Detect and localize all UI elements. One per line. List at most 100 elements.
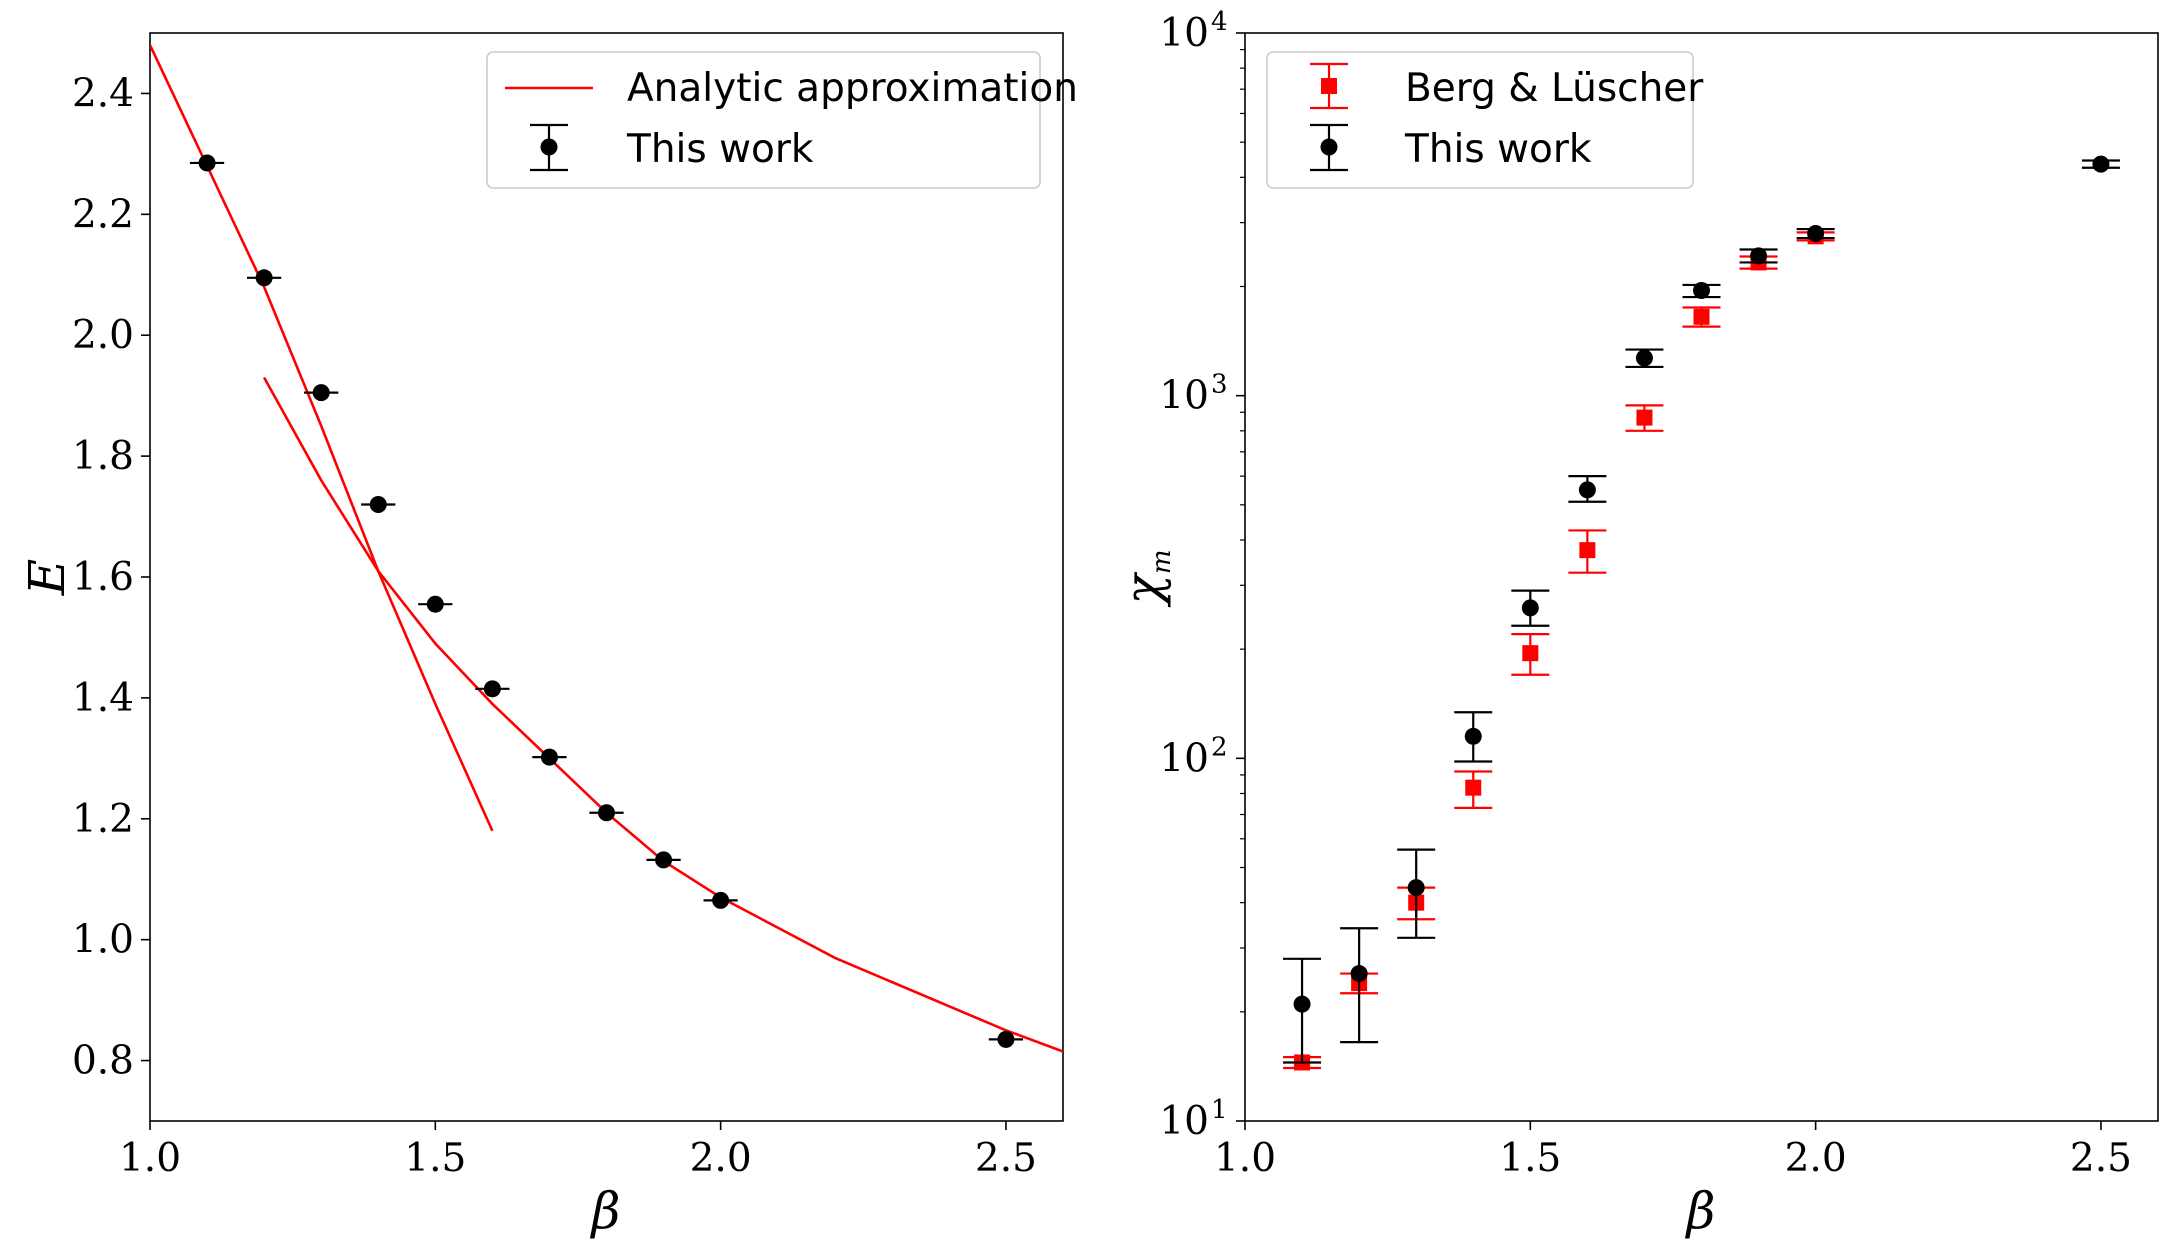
susceptibility-x-tick-label: 1.5 <box>1499 1136 1561 1181</box>
this-work-chi-point <box>1340 927 1379 1044</box>
berg-luscher-point <box>1682 306 1721 328</box>
this-work-chi-point <box>1568 475 1607 503</box>
susceptibility-y-tick-exponent: 3 <box>1211 370 1228 400</box>
energy-marker <box>198 154 216 172</box>
energy-marker <box>426 595 444 613</box>
this-work-chi-point <box>1511 589 1550 627</box>
energy-y-tick-label: 2.2 <box>72 192 134 237</box>
this-work-chi-marker <box>1578 481 1596 499</box>
susceptibility-legend-box <box>1266 51 1694 189</box>
this-work-chi-marker <box>1693 281 1710 299</box>
this-work-chi-marker <box>1750 247 1768 265</box>
energy-y-tick-label: 1.2 <box>72 797 134 842</box>
susceptibility-x-tick-label: 2.5 <box>2070 1136 2132 1181</box>
this-work-chi-point <box>2081 155 2120 173</box>
susceptibility-y-axis-subscript: m <box>1147 550 1177 575</box>
this-work-energy-point <box>532 748 567 766</box>
legend-this-work-marker <box>530 123 568 172</box>
this-work-energy-point <box>703 891 738 909</box>
this-work-chi-point <box>1682 281 1721 299</box>
energy-y-tick-label: 0.8 <box>72 1039 134 1084</box>
susceptibility-y-tick-label: 10 <box>1159 1099 1209 1144</box>
susceptibility-x-axis-label: β <box>1685 1182 1716 1240</box>
this-work-chi-point <box>1739 247 1778 265</box>
energy-marker <box>997 1030 1015 1048</box>
legend-this-work-label: This work <box>626 127 814 172</box>
berg-luscher-point <box>1625 404 1664 432</box>
this-work-energy-point <box>589 804 624 822</box>
energy-y-tick-label: 1.8 <box>72 434 134 479</box>
susceptibility-plot-frame <box>1244 32 2159 1122</box>
this-work-energy-point <box>247 269 282 287</box>
this-work-energy-point <box>646 851 681 869</box>
this-work-chi-marker <box>1521 599 1539 617</box>
susceptibility-legend: Berg & Lüscher This work <box>1266 51 1704 189</box>
susceptibility-x-axis-ticks: 1.0 1.5 2.0 2.5 <box>1214 1121 2132 1181</box>
susceptibility-y-axis-symbol: χ <box>1114 571 1172 607</box>
this-work-chi-point <box>1283 957 1322 1064</box>
this-work-chi-marker <box>1293 995 1311 1013</box>
this-work-energy-point <box>189 154 225 172</box>
this-work-energy-point <box>475 680 510 698</box>
energy-panel: 0.8 1.0 1.2 1.4 1.6 1.8 2.0 2.2 2.4 1.0 1.5 2.0 2.5… <box>18 32 1078 1240</box>
energy-marker <box>312 384 330 402</box>
susceptibility-y-axis-label: χm <box>1114 550 1177 608</box>
energy-x-tick-label: 2.0 <box>690 1136 752 1181</box>
energy-marker <box>598 804 615 822</box>
this-work-chi-point <box>1397 848 1436 939</box>
energy-marker <box>655 851 673 869</box>
energy-marker <box>255 269 273 287</box>
energy-legend: Analytic approximation This work <box>486 51 1078 189</box>
susceptibility-y-tick-label: 10 <box>1159 736 1209 781</box>
berg-luscher-marker <box>1636 409 1653 426</box>
berg-luscher-marker <box>1522 645 1539 662</box>
energy-x-axis-ticks: 1.0 1.5 2.0 2.5 <box>119 1121 1037 1181</box>
legend-analytic-label: Analytic approximation <box>627 66 1078 111</box>
this-work-energy-point <box>361 495 396 513</box>
berg-luscher-marker <box>1693 308 1710 325</box>
energy-y-tick-label: 1.4 <box>72 676 134 721</box>
this-work-chi-marker <box>1464 727 1482 745</box>
susceptibility-y-tick-exponent: 4 <box>1211 7 1228 37</box>
berg-luscher-marker <box>1465 779 1482 796</box>
energy-y-tick-label: 1.0 <box>72 918 134 963</box>
berg-luscher-point <box>1568 529 1607 574</box>
energy-marker <box>369 495 387 513</box>
energy-x-tick-label: 1.5 <box>404 1136 466 1181</box>
susceptibility-x-tick-label: 2.0 <box>1785 1136 1847 1181</box>
this-work-chi-marker <box>1350 965 1368 983</box>
berg-luscher-point <box>1511 633 1550 676</box>
energy-marker <box>712 891 730 909</box>
energy-legend-box <box>486 51 1041 189</box>
energy-marker <box>540 748 558 766</box>
energy-y-axis-ticks: 0.8 1.0 1.2 1.4 1.6 1.8 2.0 2.2 2.4 <box>72 71 150 1084</box>
this-work-energy-point <box>418 595 453 613</box>
energy-y-tick-label: 2.0 <box>72 313 134 358</box>
this-work-chi-point <box>1454 711 1493 763</box>
susceptibility-y-tick-exponent: 2 <box>1211 732 1228 762</box>
susceptibility-y-tick-exponent: 1 <box>1211 1095 1228 1125</box>
this-work-chi-marker <box>1635 349 1653 367</box>
legend-berg-luscher-marker <box>1310 62 1348 110</box>
energy-y-axis-label: E <box>18 559 76 597</box>
energy-y-tick-label: 2.4 <box>72 71 134 116</box>
this-work-energy-point <box>304 384 339 402</box>
energy-x-tick-label: 2.5 <box>975 1136 1037 1181</box>
energy-marker <box>483 680 501 698</box>
this-work-chi-marker <box>1807 224 1825 242</box>
energy-x-axis-label: β <box>590 1182 621 1240</box>
susceptibility-y-tick-label: 10 <box>1159 374 1209 419</box>
susceptibility-y-tick-label: 10 <box>1159 11 1209 56</box>
this-work-energy-point <box>988 1030 1024 1048</box>
berg-luscher-point <box>1454 770 1493 810</box>
susceptibility-plot-area <box>1283 155 2120 1071</box>
this-work-chi-point <box>1625 348 1664 369</box>
energy-y-tick-label: 1.6 <box>72 555 134 600</box>
legend-this-work-right-marker <box>1310 123 1348 172</box>
susceptibility-x-tick-label: 1.0 <box>1214 1136 1276 1181</box>
legend-berg-luscher-label: Berg & Lüscher <box>1405 66 1704 111</box>
